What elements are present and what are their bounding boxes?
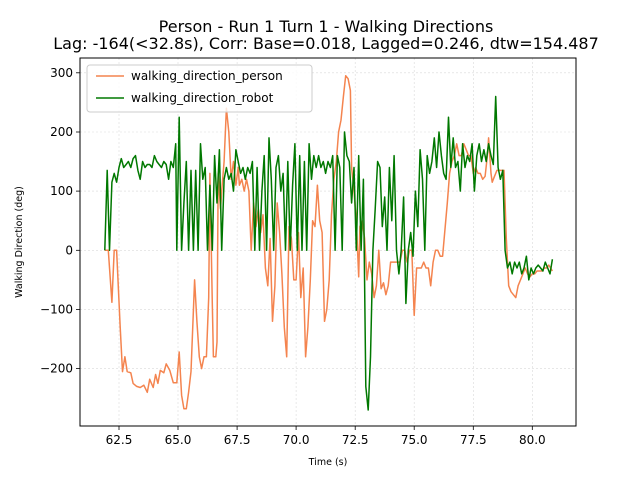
series-line-walking_direction_robot bbox=[104, 95, 554, 411]
y-tick-label: −200 bbox=[40, 362, 73, 376]
x-tick-label: 67.5 bbox=[224, 433, 251, 447]
x-tick-label: 72.5 bbox=[342, 433, 369, 447]
legend-label-person: walking_direction_person bbox=[131, 69, 283, 83]
y-axis-label: Walking Direction (deg) bbox=[14, 186, 25, 298]
axis-ticks: 62.5 65.0 67.5 70.0 72.5 75.0 77.5 80.0 300 200 10… bbox=[40, 66, 546, 447]
y-tick-label: 200 bbox=[50, 125, 73, 139]
y-tick-label: 300 bbox=[50, 66, 73, 80]
y-tick-label: −100 bbox=[40, 302, 73, 316]
legend: walking_direction_person walking_directi… bbox=[86, 64, 313, 113]
series-group bbox=[104, 74, 554, 411]
y-tick-label: 0 bbox=[65, 243, 73, 257]
x-tick-label: 77.5 bbox=[460, 433, 487, 447]
plot-frame bbox=[79, 57, 577, 427]
y-tick-label: 100 bbox=[50, 184, 73, 198]
legend-box bbox=[86, 64, 313, 113]
grid bbox=[80, 58, 576, 426]
x-tick-label: 62.5 bbox=[106, 433, 133, 447]
x-axis-label: Time (s) bbox=[308, 457, 348, 468]
x-tick-label: 75.0 bbox=[401, 433, 428, 447]
legend-label-robot: walking_direction_robot bbox=[131, 91, 274, 105]
x-tick-label: 70.0 bbox=[283, 433, 310, 447]
chart-title-line1: Person - Run 1 Turn 1 - Walking Directio… bbox=[159, 17, 494, 36]
chart-title-line2: Lag: -164(<32.8s), Corr: Base=0.018, Lag… bbox=[53, 34, 599, 53]
x-tick-label: 65.0 bbox=[165, 433, 192, 447]
x-tick-label: 80.0 bbox=[519, 433, 546, 447]
